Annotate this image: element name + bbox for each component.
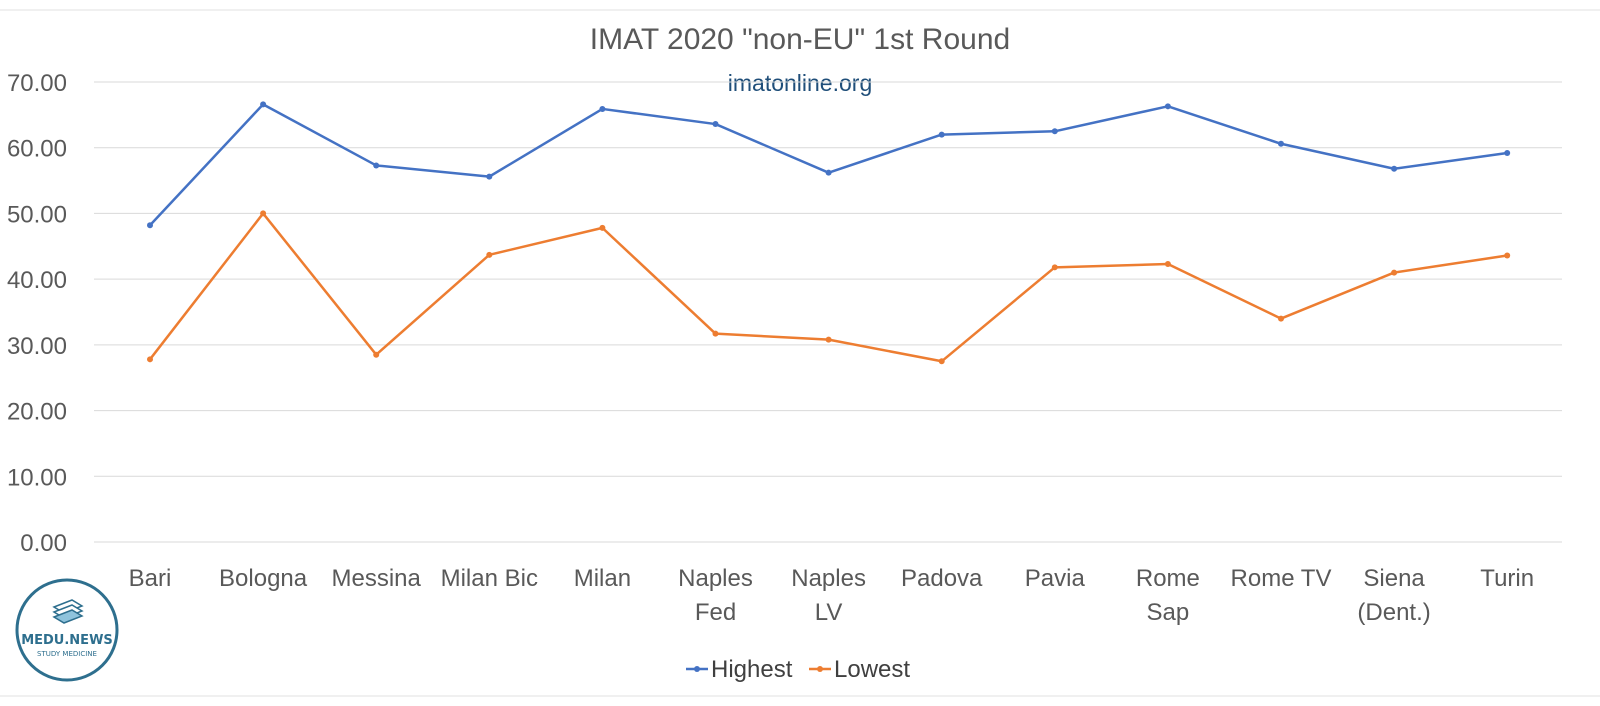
x-category-label: Bologna (219, 565, 308, 592)
book-icon (52, 599, 84, 624)
data-point-lowest (1051, 264, 1058, 271)
x-category-label: Turin (1480, 565, 1534, 592)
y-tick-label: 10.00 (7, 464, 67, 491)
y-tick-label: 30.00 (7, 333, 67, 360)
data-point-highest (147, 222, 153, 229)
data-point-lowest (1391, 269, 1398, 276)
data-point-highest (825, 169, 832, 176)
x-category-label: Padova (901, 565, 983, 592)
data-point-highest (260, 101, 267, 108)
logo-name: MEDU.NEWS (21, 633, 113, 648)
legend-label-lowest: Lowest (834, 656, 910, 683)
data-point-highest (486, 173, 493, 180)
y-tick-label: 70.00 (7, 70, 67, 97)
data-point-highest (938, 131, 945, 138)
chart-title: IMAT 2020 "non-EU" 1st Round (590, 23, 1010, 56)
y-tick-label: 0.00 (20, 530, 67, 557)
x-category-label: Bari (129, 565, 172, 592)
logo-circle (15, 578, 119, 682)
y-axis-tick-labels: 0.00 10.00 20.00 30.00 40.00 50.00 60.00 70.00 (7, 70, 67, 557)
x-category-label: Pavia (1025, 565, 1086, 592)
medu-news-logo: MEDU.NEWS STUDY MEDICINE (15, 578, 119, 682)
data-point-highest (1278, 140, 1284, 147)
x-category-label: Milan Bic (441, 565, 538, 592)
data-point-lowest (147, 356, 153, 363)
legend: Highest Lowest (686, 656, 910, 683)
data-point-highest (712, 121, 719, 128)
data-point-lowest (1164, 261, 1171, 268)
legend-item-lowest: Lowest (809, 656, 910, 683)
data-point-highest (1504, 149, 1511, 156)
series-line-highest (149, 103, 1508, 227)
data-point-lowest (260, 210, 267, 217)
legend-marker-highest (694, 666, 700, 672)
data-point-highest (599, 105, 606, 112)
logo-tagline: STUDY MEDICINE (37, 650, 97, 658)
data-point-lowest (599, 224, 606, 231)
data-point-lowest (1278, 315, 1284, 322)
legend-label-highest: Highest (711, 656, 793, 683)
y-tick-label: 40.00 (7, 267, 67, 294)
data-point-lowest (825, 336, 832, 343)
data-point-highest (1391, 165, 1398, 172)
x-category-label: Messina (332, 565, 422, 592)
gridlines (94, 81, 1562, 543)
y-tick-label: 60.00 (7, 136, 67, 163)
data-point-highest (1051, 128, 1058, 135)
x-category-label: Naples LV (791, 565, 866, 626)
chart-watermark: imatonline.org (728, 70, 872, 96)
y-tick-label: 20.00 (7, 399, 67, 426)
x-category-label: Rome TV (1231, 565, 1332, 592)
data-point-lowest (1504, 252, 1511, 259)
x-category-label: Siena (Dent.) (1357, 565, 1430, 626)
x-category-label: Naples Fed (678, 565, 753, 626)
legend-item-highest: Highest (686, 656, 793, 683)
data-point-highest (373, 162, 380, 169)
y-tick-label: 50.00 (7, 201, 67, 228)
x-category-label: Milan (574, 565, 631, 592)
data-point-highest (1164, 103, 1171, 110)
data-point-lowest (373, 351, 380, 358)
series-lines (147, 101, 1511, 365)
x-category-label: Rome Sap (1136, 565, 1200, 626)
legend-marker-lowest (817, 666, 823, 672)
data-point-lowest (486, 251, 493, 258)
data-point-lowest (938, 358, 945, 365)
x-axis-category-labels: Bari Bologna Messina Milan Bic Milan Naples Fe… (129, 565, 1534, 626)
data-point-lowest (712, 330, 719, 337)
